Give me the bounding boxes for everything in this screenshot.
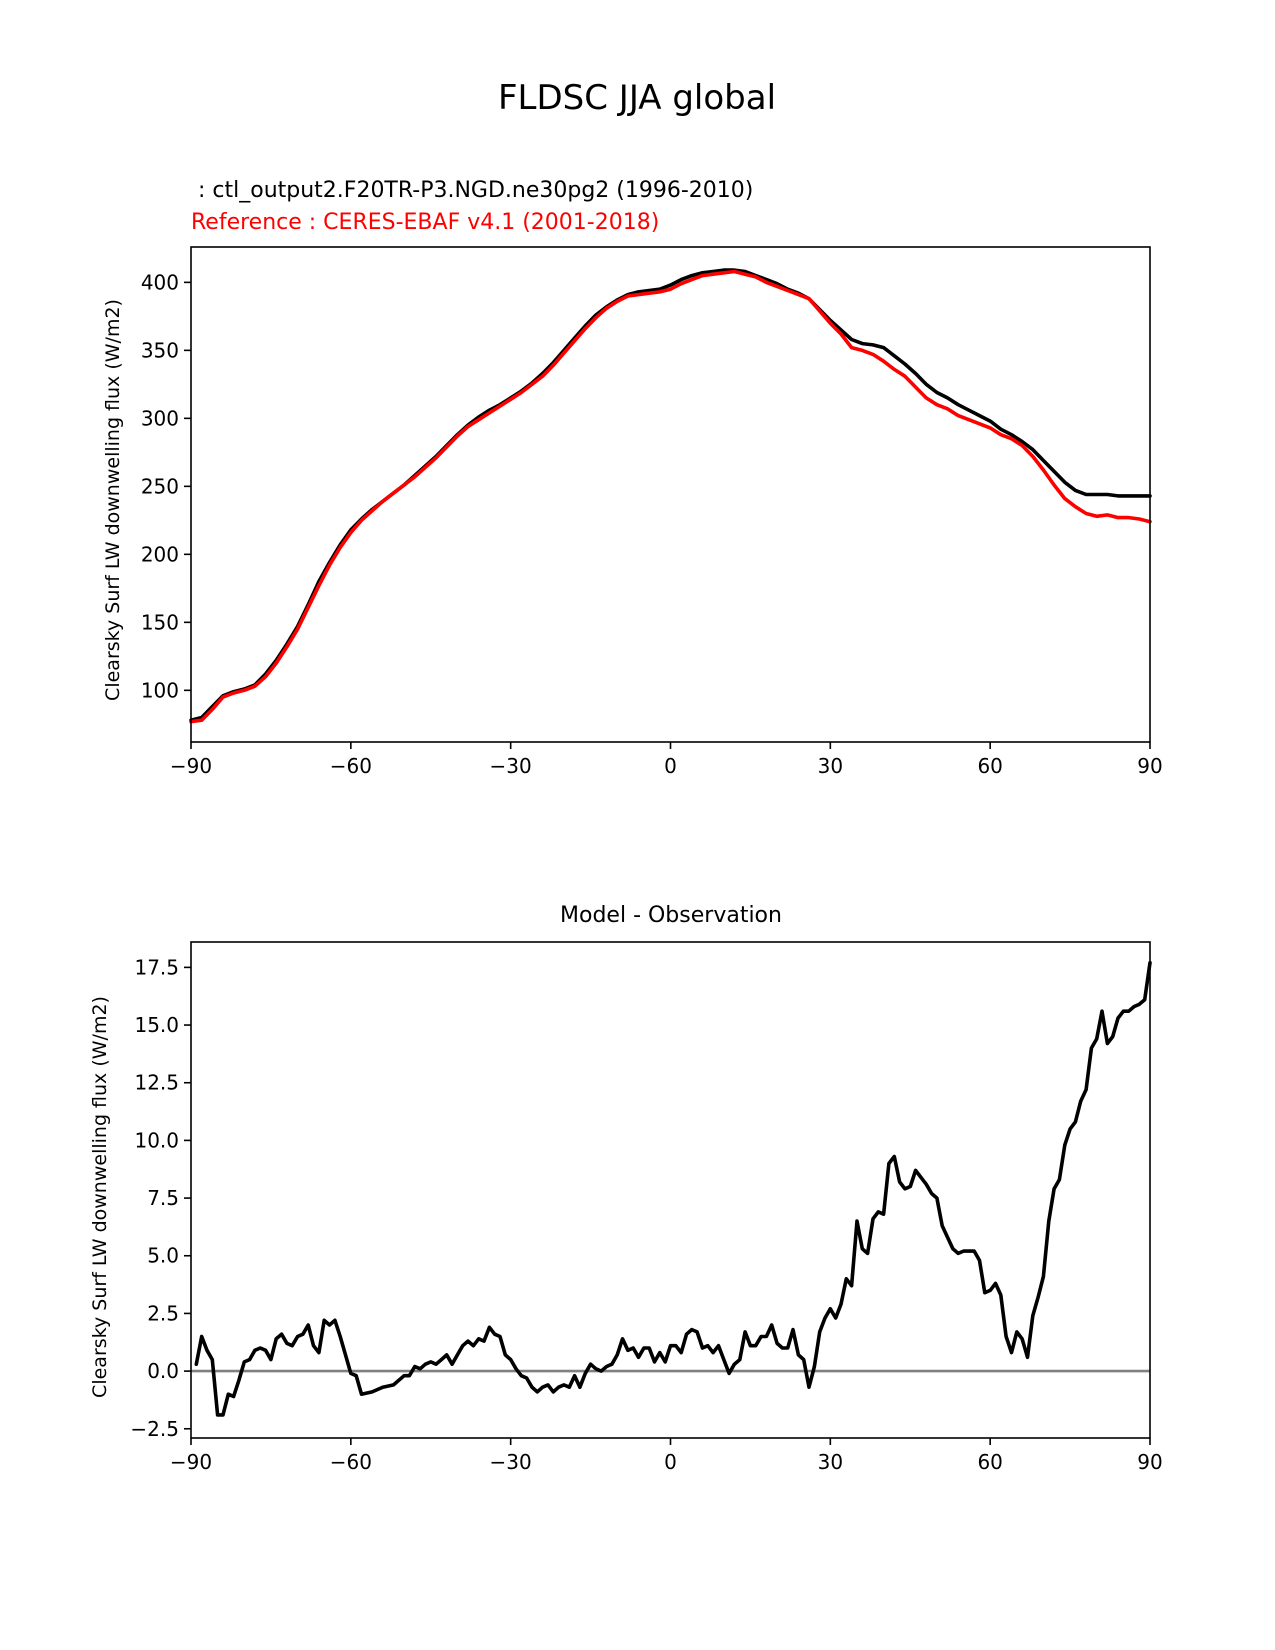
x-tick-label: −90	[170, 754, 212, 778]
y-tick-label: 250	[141, 474, 179, 498]
y-tick-label: 300	[141, 406, 179, 430]
y-tick-label: 7.5	[147, 1186, 179, 1210]
y-tick-label: 150	[141, 610, 179, 634]
y-tick-label: 200	[141, 542, 179, 566]
difference-panel: Model - Observation Clearsky Surf LW dow…	[89, 903, 1163, 1474]
y-tick-label: 2.5	[147, 1301, 179, 1325]
y-tick-label: −2.5	[130, 1417, 179, 1441]
y-tick-label: 400	[141, 270, 179, 294]
difference-panel-title: Model - Observation	[560, 903, 782, 928]
figure-title: FLDSC JJA global	[498, 78, 776, 118]
series-line-1	[189, 269, 1152, 724]
x-tick-label: 60	[977, 1450, 1002, 1474]
y-tick-label: 17.5	[134, 955, 179, 979]
x-tick-label: 0	[664, 754, 677, 778]
y-tick-label: 10.0	[134, 1128, 179, 1152]
main-panel: : ctl_output2.F20TR-P3.NGD.ne30pg2 (1996…	[102, 178, 1163, 778]
x-tick-label: −60	[330, 754, 372, 778]
reference-label: Reference : CERES-EBAF v4.1 (2001-2018)	[191, 210, 659, 235]
x-tick-label: −90	[170, 1450, 212, 1474]
plot-frame	[190, 941, 1151, 1439]
x-tick-label: 90	[1137, 754, 1162, 778]
x-tick-label: −30	[490, 1450, 532, 1474]
y-tick-label: 15.0	[134, 1013, 179, 1037]
plot-frame	[190, 246, 1151, 743]
x-tick-label: −60	[330, 1450, 372, 1474]
y-tick-label: 0.0	[147, 1359, 179, 1383]
x-tick-label: 90	[1137, 1450, 1162, 1474]
x-tick-label: 60	[977, 754, 1002, 778]
x-tick-label: 0	[664, 1450, 677, 1474]
series-line-0	[189, 268, 1152, 723]
y-tick-label: 350	[141, 338, 179, 362]
difference-plot-area: −90 −60 −30 0 30 60 90 −2.5 0.0 2.5 5.0 7.5 10.0 12.5…	[130, 941, 1163, 1474]
y-tick-label: 5.0	[147, 1244, 179, 1268]
x-tick-label: −30	[490, 754, 532, 778]
y-tick-label: 100	[141, 678, 179, 702]
test-case-label: : ctl_output2.F20TR-P3.NGD.ne30pg2 (1996…	[191, 178, 753, 203]
series-line-0	[194, 960, 1152, 1417]
main-plot-area: −90 −60 −30 0 30 60 90 100 150 200 250 300 350 400	[141, 246, 1163, 778]
y-tick-label: 12.5	[134, 1071, 179, 1095]
x-tick-label: 30	[818, 754, 843, 778]
y-axis-label: Clearsky Surf LW downwelling flux (W/m2)	[89, 996, 111, 1398]
x-tick-label: 30	[818, 1450, 843, 1474]
y-axis-label: Clearsky Surf LW downwelling flux (W/m2)	[102, 299, 124, 701]
